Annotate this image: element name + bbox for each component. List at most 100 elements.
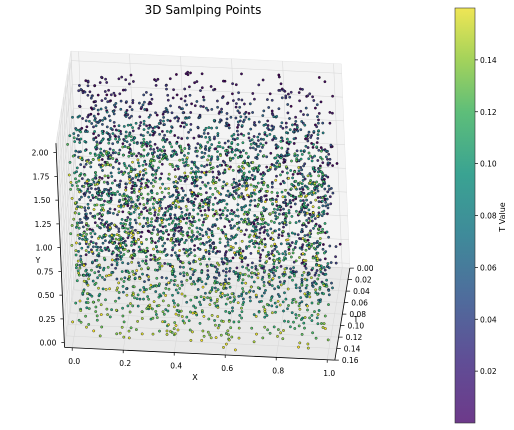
data-point — [103, 225, 106, 228]
data-point — [187, 130, 190, 134]
data-point — [221, 213, 225, 217]
data-point — [267, 272, 271, 276]
data-point — [283, 291, 286, 295]
data-point — [159, 186, 162, 190]
data-point — [176, 328, 180, 332]
data-point — [260, 200, 263, 203]
data-point — [111, 181, 114, 185]
data-point — [192, 280, 195, 283]
data-point — [77, 250, 80, 253]
data-point — [244, 220, 247, 224]
data-point — [276, 300, 280, 303]
data-point — [305, 219, 309, 222]
data-point — [216, 105, 219, 109]
data-point — [251, 167, 254, 170]
tick-label: 0.75 — [37, 267, 54, 276]
data-point — [186, 175, 190, 178]
data-point — [101, 276, 104, 279]
data-point — [125, 100, 128, 104]
data-point — [322, 284, 326, 287]
data-point — [170, 125, 173, 129]
data-point — [196, 230, 200, 234]
data-point — [175, 226, 179, 230]
data-point — [139, 121, 143, 124]
data-point — [130, 260, 134, 264]
data-point — [288, 221, 292, 225]
tick-label: 0.8 — [272, 366, 284, 375]
data-point — [74, 177, 77, 181]
data-point — [179, 207, 183, 210]
data-point — [280, 146, 284, 150]
data-point — [328, 157, 332, 161]
data-point — [158, 177, 162, 181]
data-point — [85, 179, 89, 183]
data-point — [299, 296, 303, 299]
data-point — [263, 194, 267, 198]
data-point — [165, 333, 169, 336]
data-point — [161, 244, 165, 248]
data-point — [310, 319, 314, 322]
data-point — [187, 216, 191, 220]
data-point — [86, 301, 90, 304]
data-point — [175, 115, 179, 119]
data-point — [186, 164, 190, 167]
data-point — [150, 224, 153, 227]
data-point — [83, 238, 87, 242]
data-point — [104, 106, 108, 110]
data-point — [297, 219, 301, 223]
data-point — [216, 298, 219, 301]
data-point — [161, 182, 164, 186]
data-point — [270, 304, 274, 308]
data-point — [69, 232, 73, 236]
data-point — [227, 282, 231, 285]
data-point — [286, 202, 290, 206]
data-point — [142, 224, 145, 228]
data-point — [224, 244, 227, 248]
data-point — [156, 154, 159, 158]
data-point — [314, 288, 317, 292]
data-point — [90, 268, 93, 272]
data-point — [315, 145, 319, 149]
data-point — [174, 175, 177, 179]
data-point — [100, 236, 104, 240]
data-point — [311, 95, 314, 99]
data-point — [314, 271, 318, 275]
data-point — [324, 149, 328, 153]
data-point — [93, 118, 97, 122]
data-point — [263, 200, 267, 204]
data-point — [138, 297, 142, 301]
colorbar-tick-label: 0.14 — [480, 56, 497, 65]
data-point — [228, 285, 232, 289]
tick-label: 0.14 — [344, 345, 361, 354]
data-point — [92, 245, 95, 249]
data-point — [299, 210, 303, 214]
data-point — [123, 247, 127, 251]
data-point — [274, 211, 277, 215]
data-point — [291, 251, 295, 255]
data-point — [238, 149, 241, 153]
data-point — [269, 198, 273, 202]
data-point — [273, 242, 277, 246]
data-point — [220, 200, 223, 204]
data-point — [150, 241, 153, 244]
data-point — [310, 193, 314, 196]
data-point — [229, 165, 232, 169]
data-point — [289, 267, 292, 271]
data-point — [320, 214, 324, 218]
data-point — [188, 328, 192, 332]
data-point — [184, 221, 188, 225]
data-point — [224, 274, 228, 278]
data-point — [200, 309, 204, 312]
data-point — [222, 180, 226, 184]
data-point — [247, 112, 251, 115]
data-point — [259, 217, 263, 221]
data-point — [106, 265, 110, 269]
data-point — [166, 237, 169, 241]
data-point — [151, 178, 155, 182]
tick-label: 1.0 — [323, 369, 335, 378]
data-point — [234, 214, 238, 218]
data-point — [294, 313, 298, 316]
data-point — [304, 286, 308, 290]
data-point — [93, 232, 97, 236]
data-point — [141, 196, 145, 200]
